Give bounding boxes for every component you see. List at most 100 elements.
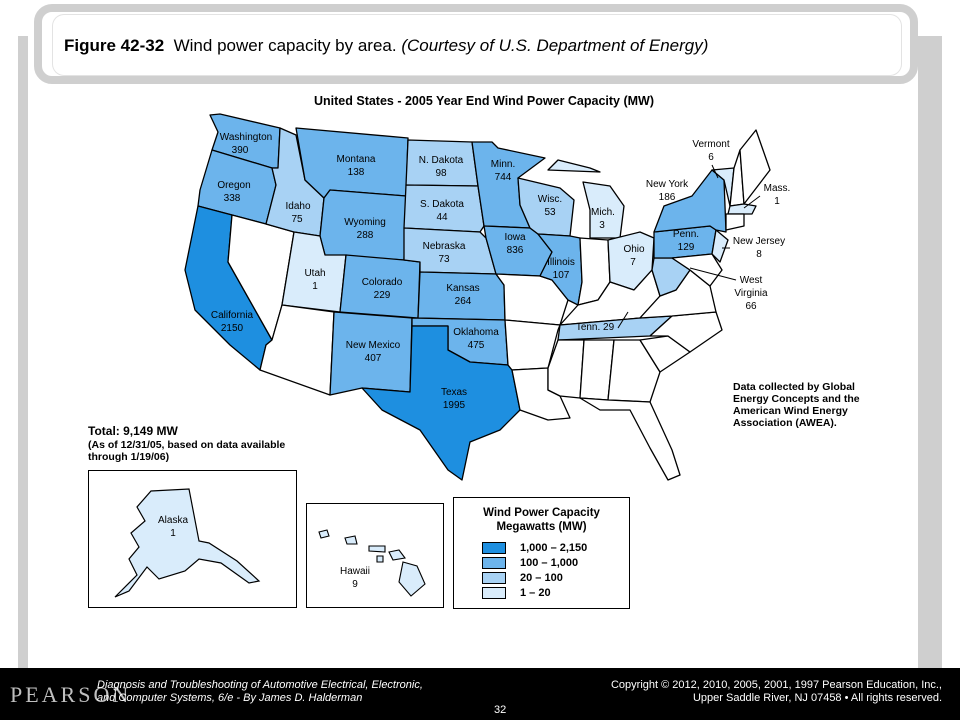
label-wv-2: Virginia [734, 288, 768, 299]
legend-range-tier2: 100 – 1,000 [520, 557, 579, 569]
alaska-map: Alaska 1 [114, 488, 261, 598]
label-wv-1: West [740, 275, 763, 286]
label-newmexico: New Mexico [346, 340, 401, 351]
value-mich: 3 [599, 220, 605, 231]
label-minn: Minn. [491, 159, 515, 170]
legend-swatch-tier3 [482, 572, 506, 584]
island-kauai [318, 529, 330, 539]
value-ndakota: 98 [435, 168, 447, 179]
value-illinois: 107 [553, 270, 570, 281]
value-newyork: 186 [659, 192, 676, 203]
value-utah: 1 [312, 281, 318, 292]
us-wind-map: Washington 390 Oregon 338 California 215… [184, 113, 791, 481]
state-alaska [114, 488, 261, 598]
value-oregon: 338 [224, 193, 241, 204]
label-wyoming: Wyoming [344, 217, 386, 228]
label-sdakota: S. Dakota [420, 199, 464, 210]
label-oregon: Oregon [217, 180, 250, 191]
value-newjersey: 8 [756, 249, 762, 260]
total-note-line-2: through 1/19/06) [88, 451, 170, 463]
publisher-logo: PEARSON [10, 682, 132, 707]
value-nebraska: 73 [438, 254, 450, 265]
label-ndakota: N. Dakota [419, 155, 464, 166]
value-alaska: 1 [170, 528, 176, 539]
island-oahu [344, 535, 358, 545]
legend-title-line-1: Wind Power Capacity [483, 507, 600, 519]
label-nebraska: Nebraska [423, 241, 466, 252]
value-minn: 744 [495, 172, 512, 183]
value-colorado: 229 [374, 290, 391, 301]
label-ohio: Ohio [623, 244, 645, 255]
label-tenn: Tenn. 29 [576, 322, 615, 333]
label-mass: Mass. [764, 183, 791, 194]
value-mass: 1 [774, 196, 780, 207]
state-maine [739, 129, 771, 205]
value-wv: 66 [745, 301, 757, 312]
value-hawaii: 9 [352, 579, 358, 590]
legend-range-tier3: 20 – 100 [520, 572, 563, 584]
label-california: California [211, 310, 254, 321]
value-ohio: 7 [630, 257, 636, 268]
label-illinois: Illinois [547, 257, 575, 268]
caption-text: Wind power capacity by area. [173, 36, 397, 55]
title-panel [52, 14, 902, 76]
state-texas [361, 325, 521, 481]
copyright-notice: Copyright © 2012, 2010, 2005, 2001, 1997… [611, 679, 942, 705]
island-lanai [376, 555, 384, 563]
label-montana: Montana [337, 154, 376, 165]
book-citation-line-1: Diagnosis and Troubleshooting of Automot… [97, 679, 423, 691]
map-legend: Wind Power Capacity Megawatts (MW) 1,000… [453, 497, 630, 609]
value-newmexico: 407 [365, 353, 382, 364]
value-iowa: 836 [507, 245, 524, 256]
label-kansas: Kansas [446, 283, 479, 294]
legend-item-tier2: 100 – 1,000 [482, 556, 578, 570]
legend-swatch-tier1 [482, 542, 506, 554]
value-oklahoma: 475 [468, 340, 485, 351]
state-georgia [607, 339, 661, 403]
legend-range-tier4: 1 – 20 [520, 587, 551, 599]
state-sdakota [403, 184, 485, 233]
hawaii-map: Hawaii 9 [318, 529, 426, 597]
copyright-line-2: Upper Saddle River, NJ 07458 • All right… [692, 692, 942, 704]
label-wisc: Wisc. [538, 194, 562, 205]
data-note-line-4: Association (AWEA). [733, 417, 837, 429]
state-connecticut [725, 213, 745, 231]
figure-label: Figure 42-32 [64, 36, 165, 55]
footer-bar: PEARSON Diagnosis and Troubleshooting of… [0, 668, 960, 720]
island-molokai [368, 545, 386, 553]
value-sdakota: 44 [436, 212, 448, 223]
caption-credit: (Courtesy of U.S. Department of Energy) [401, 36, 709, 55]
label-texas: Texas [441, 387, 467, 398]
value-vermont: 6 [708, 152, 714, 163]
title-bar: Figure 42-32 Wind power capacity by area… [34, 4, 918, 84]
book-citation-line-2: and Computer Systems, 6/e - By James D. … [97, 692, 363, 704]
data-source-note: Data collected by Global Energy Concepts… [733, 381, 860, 429]
data-note-line-1: Data collected by Global [733, 381, 855, 393]
value-kansas: 264 [455, 296, 472, 307]
value-california: 2150 [221, 323, 244, 334]
book-citation: Diagnosis and Troubleshooting of Automot… [97, 679, 423, 705]
total-note: (As of 12/31/05, based on data available… [88, 439, 285, 463]
page-number: 32 [494, 704, 507, 716]
state-florida [579, 397, 681, 481]
legend-title-line-2: Megawatts (MW) [496, 521, 587, 533]
legend-range-tier1: 1,000 – 2,150 [520, 542, 588, 554]
label-washington: Washington [220, 132, 272, 143]
total-label: Total: 9,149 MW [88, 424, 178, 438]
state-newjersey [711, 229, 729, 263]
value-wisc: 53 [544, 207, 556, 218]
label-mich: Mich. [591, 207, 615, 218]
label-vermont: Vermont [692, 139, 729, 150]
figure-caption: Figure 42-32 Wind power capacity by area… [64, 36, 708, 56]
value-idaho: 75 [291, 214, 303, 225]
label-oklahoma: Oklahoma [453, 327, 499, 338]
state-illinois [537, 233, 583, 306]
label-colorado: Colorado [362, 277, 403, 288]
label-utah: Utah [304, 268, 325, 279]
label-hawaii: Hawaii [340, 566, 370, 577]
legend-item-tier3: 20 – 100 [482, 571, 563, 585]
value-wyoming: 288 [357, 230, 374, 241]
copyright-line-1: Copyright © 2012, 2010, 2005, 2001, 1997… [610, 679, 942, 691]
total-note-line-1: (As of 12/31/05, based on data available [88, 439, 286, 451]
label-newyork: New York [646, 179, 689, 190]
